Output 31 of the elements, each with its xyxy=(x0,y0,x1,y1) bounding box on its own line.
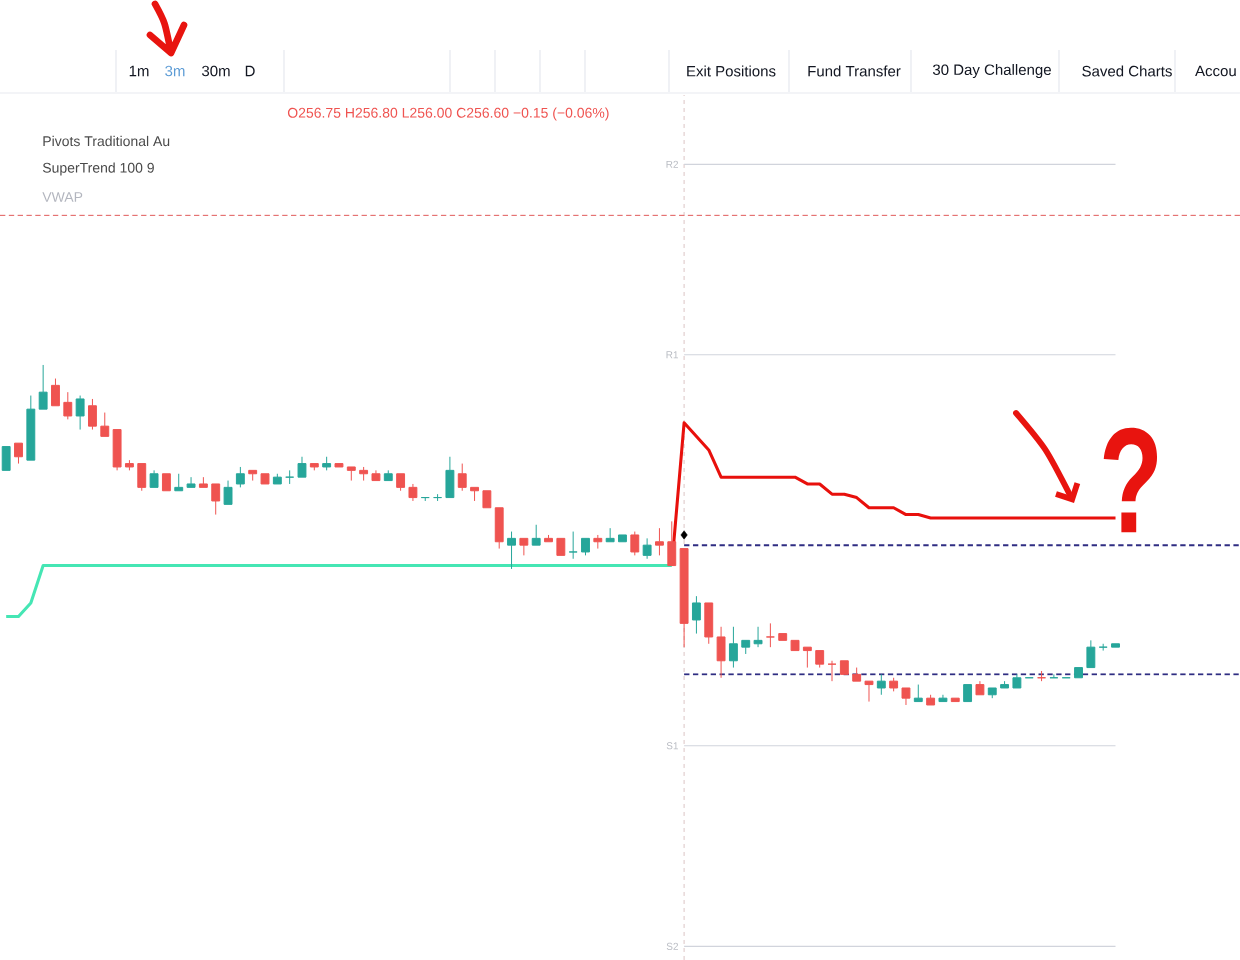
ref-line-label: S2 xyxy=(666,942,678,950)
candlestick xyxy=(765,622,775,648)
candlestick xyxy=(457,463,467,492)
candlestick xyxy=(593,534,603,550)
ref-line-label: S1 xyxy=(666,742,679,750)
text: VWAP xyxy=(42,192,83,202)
ref-line-label: R1 xyxy=(666,351,679,359)
candlestick xyxy=(642,537,652,560)
text: Saved Charts xyxy=(1082,65,1172,77)
candlestick xyxy=(655,527,664,556)
text: Fund Transfer xyxy=(808,65,901,77)
candlestick xyxy=(359,466,369,482)
text: O256.75 H256.80 L256.00 C256.60 −0.15 (−0.06%) xyxy=(287,107,609,121)
text: Exit Positions xyxy=(687,65,776,77)
candlestick xyxy=(88,398,97,431)
candlestick xyxy=(716,626,726,679)
text: SuperTrend 100 9 xyxy=(42,162,154,176)
candlestick xyxy=(75,395,85,431)
text: Accou xyxy=(1195,65,1236,77)
ref-line-label: R2 xyxy=(666,160,678,168)
text: Pivots Traditional Au xyxy=(43,135,170,147)
candlestick xyxy=(691,595,701,635)
candlestick xyxy=(408,483,418,502)
text: D xyxy=(245,65,255,77)
candlestick xyxy=(753,626,763,648)
text: 3m xyxy=(165,65,185,77)
candlestick xyxy=(728,626,738,669)
text: 1m xyxy=(129,65,149,77)
text: 30 Day Challenge xyxy=(932,63,1051,78)
annotation: ? xyxy=(1103,427,1158,533)
text: 30m xyxy=(201,65,230,77)
